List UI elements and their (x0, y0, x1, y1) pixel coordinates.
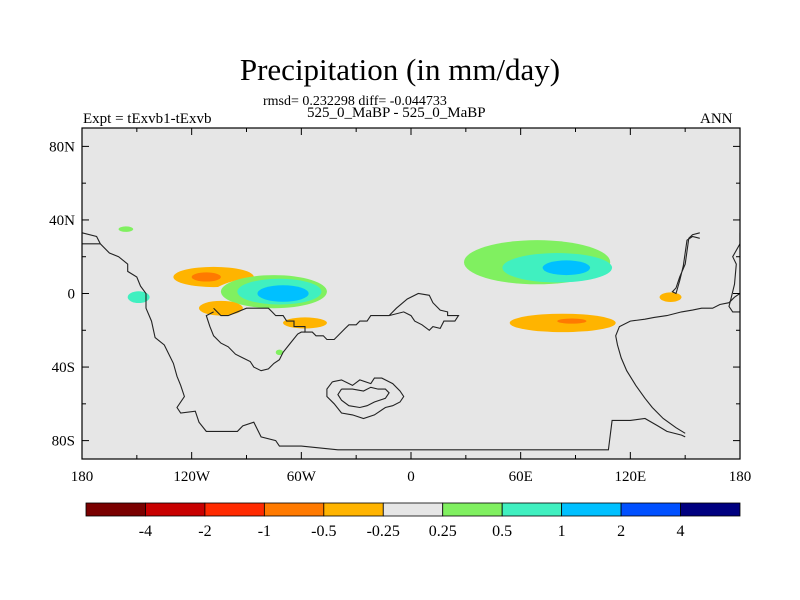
anomaly-region-14 (125, 317, 152, 329)
coastline-6 (205, 311, 305, 372)
colorbar-swatch-5 (382, 502, 444, 517)
x-tick-label: 120E (614, 469, 646, 485)
anomaly-region-8 (257, 285, 309, 302)
coastline-4 (671, 232, 700, 295)
anomaly-region-24 (659, 292, 682, 302)
anomaly-region-10 (127, 291, 150, 304)
colorbar-swatch-3 (263, 502, 325, 517)
stats-line: rmsd= 0.232298 diff= -0.044733 (263, 94, 447, 109)
coastline-8 (337, 386, 390, 409)
colorbar-swatch-9 (620, 502, 681, 517)
y-tick-label: 40N (49, 213, 75, 229)
x-tick-label: 180 (729, 469, 752, 485)
anomaly-region-21 (557, 318, 587, 324)
colorbar-swatch-8 (561, 502, 622, 517)
coastline-7 (326, 377, 405, 420)
colorbar-label: -1 (258, 523, 271, 540)
coastline-0 (82, 232, 686, 451)
anomaly-region-4 (191, 272, 221, 282)
coastline-3 (728, 232, 740, 313)
y-tick-label: 80N (49, 139, 75, 155)
colorbar-label: -4 (139, 523, 152, 540)
x-tick-label: 60E (509, 469, 533, 485)
colorbar-swatch-6 (442, 502, 503, 517)
plot-background (82, 128, 740, 459)
coastline-5 (213, 292, 460, 341)
x-tick-label: 0 (407, 469, 415, 485)
colorbar-label: -0.25 (367, 523, 400, 540)
colorbar-swatch-7 (501, 502, 563, 517)
anomaly-region-0 (118, 210, 185, 219)
colorbar-label: -2 (198, 523, 211, 540)
colorbar-swatch-0 (85, 502, 146, 517)
anomaly-region-15 (314, 355, 326, 361)
colorbar-swatch-1 (145, 502, 206, 517)
y-tick-label: 40S (52, 360, 75, 376)
chart-subtitle: 525_0_MaBP - 525_0_MaBP (307, 105, 486, 121)
anomaly-region-1 (118, 226, 134, 232)
x-tick-label: 60W (287, 469, 317, 485)
colorbar-label: 0.25 (429, 523, 457, 540)
colorbar-label: 4 (677, 523, 685, 540)
experiment-label: Expt = tExvb1-tExvb (83, 111, 212, 127)
x-tick-label: 120W (173, 469, 211, 485)
colorbar-swatch-4 (323, 502, 384, 517)
season-label: ANN (700, 111, 733, 127)
colorbar-label: -0.5 (311, 523, 336, 540)
y-tick-label: 0 (68, 287, 76, 303)
anomaly-region-25 (707, 314, 733, 324)
x-tick-label: 180 (71, 469, 94, 485)
colorbar-swatch-10 (680, 502, 741, 517)
anomaly-region-22 (517, 383, 565, 414)
colorbar-swatch-2 (204, 502, 265, 517)
colorbar-label: 1 (558, 523, 566, 540)
coastline-1 (615, 293, 740, 434)
colorbar-label: 0.5 (492, 523, 512, 540)
anomaly-region-18 (542, 260, 591, 276)
anomaly-region-11 (198, 300, 243, 316)
chart-title: Precipitation (in mm/day) (239, 52, 561, 87)
anomaly-region-26 (641, 383, 653, 395)
y-tick-label: 80S (52, 434, 75, 450)
anomaly-region-27 (275, 349, 284, 356)
colorbar-label: 2 (617, 523, 625, 540)
